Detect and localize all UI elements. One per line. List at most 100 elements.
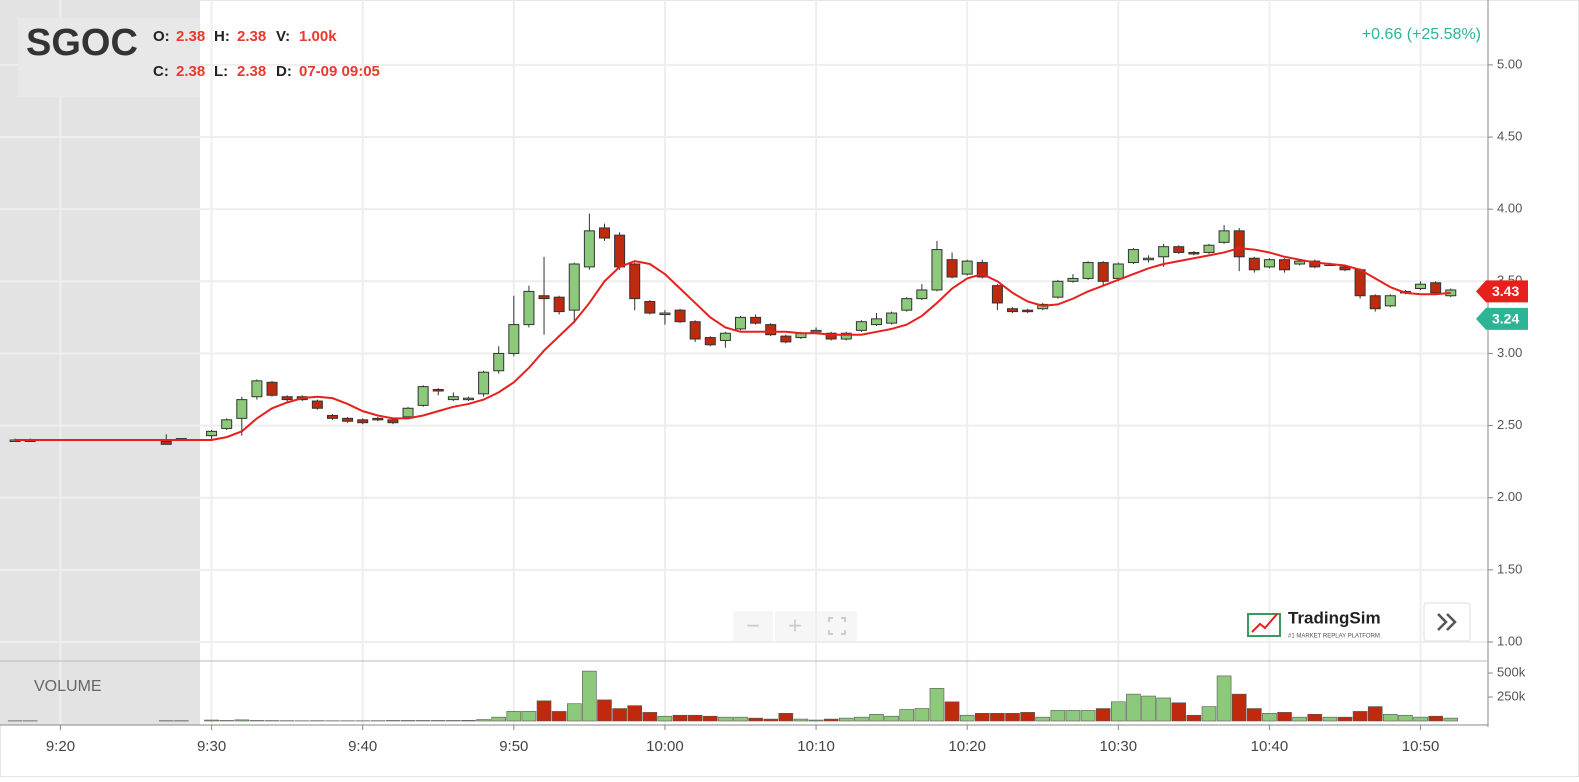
x-tick-label: 10:00	[646, 738, 684, 755]
volume-bar	[673, 715, 687, 721]
candle-body	[539, 296, 549, 299]
volume-bar	[990, 713, 1004, 721]
candle-body	[1083, 263, 1093, 279]
volume-bar	[764, 719, 778, 721]
volume-bar	[1172, 703, 1186, 721]
price-label: 3.43	[1492, 283, 1519, 299]
volume-bar	[1414, 717, 1428, 721]
y-tick-label: 2.00	[1497, 489, 1522, 504]
volume-bar	[1338, 717, 1352, 721]
volume-bar	[900, 709, 914, 721]
candle-body	[1189, 252, 1199, 254]
volume-bar	[597, 700, 611, 721]
candle-body	[645, 302, 655, 314]
x-tick-label: 9:30	[197, 738, 226, 755]
candle-body	[1234, 231, 1244, 257]
candle-body	[630, 264, 640, 299]
volume-bar	[1398, 715, 1412, 721]
candle-body	[705, 338, 715, 345]
volume-bar	[1111, 702, 1125, 721]
candle-body	[1144, 258, 1154, 260]
volume-bar	[507, 711, 521, 721]
candle-body	[902, 299, 912, 311]
candle-body	[992, 286, 1002, 303]
candle-body	[1249, 258, 1259, 270]
y-tick-label: 1.00	[1497, 633, 1522, 648]
volume-bar	[567, 704, 581, 721]
volume-bar	[915, 709, 929, 721]
candle-body	[554, 297, 564, 311]
candle-body	[856, 322, 866, 331]
volume-bar	[582, 671, 596, 721]
volume-bar	[235, 720, 249, 721]
candle-body	[433, 390, 443, 392]
c-value: 2.38	[176, 63, 205, 80]
logo-name: TradingSim	[1288, 608, 1381, 627]
candle-body	[917, 290, 927, 299]
volume-bar	[1353, 711, 1367, 721]
volume-bar	[461, 720, 475, 721]
y-tick-label: 4.00	[1497, 201, 1522, 216]
volume-bar	[1308, 714, 1322, 721]
candle-body	[1264, 260, 1274, 267]
volume-bar	[1142, 696, 1156, 721]
v-label: V:	[276, 28, 290, 45]
l-label: L:	[214, 63, 228, 80]
candle-body	[1431, 283, 1441, 293]
volume-bar	[809, 720, 823, 721]
volume-bar	[205, 720, 219, 721]
volume-bar	[1036, 717, 1050, 721]
candle-body	[494, 353, 504, 370]
volume-bar	[945, 702, 959, 721]
volume-bar	[960, 715, 974, 721]
volume-bar	[1187, 715, 1201, 721]
volume-bar	[1247, 709, 1261, 721]
volume-bar	[1202, 707, 1216, 721]
zoom-in[interactable]: +	[788, 612, 802, 639]
y-tick-label: 3.00	[1497, 345, 1522, 360]
candle-body	[675, 310, 685, 322]
volume-bar	[854, 717, 868, 721]
volume-bar	[779, 713, 793, 721]
candle-body	[1416, 284, 1426, 288]
volume-bar	[522, 711, 536, 721]
candle-body	[207, 431, 217, 435]
y-tick-label: 4.50	[1497, 128, 1522, 143]
d-label: D:	[276, 63, 292, 80]
c-label: C:	[153, 63, 169, 80]
candle-body	[962, 261, 972, 274]
volume-bar	[718, 717, 732, 721]
volume-bar	[975, 713, 989, 721]
candle-body	[690, 322, 700, 339]
candle-body	[282, 397, 292, 400]
fullscreen-button[interactable]	[817, 611, 857, 641]
y-tick-label: 1.50	[1497, 561, 1522, 576]
volume-bar	[1051, 710, 1065, 721]
candle-body	[358, 420, 368, 423]
candle-body	[1053, 281, 1063, 297]
volume-bar	[1006, 713, 1020, 721]
volume-bar	[1293, 717, 1307, 721]
volume-label: VOLUME	[34, 678, 102, 695]
candle-body	[811, 330, 821, 332]
candle-body	[1113, 264, 1123, 278]
volume-bar	[492, 717, 506, 721]
candle-body	[720, 333, 730, 340]
volume-bar	[1066, 710, 1080, 721]
volume-bar	[703, 716, 717, 721]
candle-body	[267, 382, 277, 395]
candle-body	[1280, 260, 1290, 270]
candle-body	[1219, 231, 1229, 243]
zoom-out[interactable]: −	[746, 612, 760, 639]
volume-tick-label: 250k	[1497, 688, 1526, 703]
volume-bar	[1157, 698, 1171, 721]
symbol: SGOC	[26, 22, 138, 64]
volume-bar	[1021, 712, 1035, 721]
candle-body	[1008, 309, 1018, 312]
o-value: 2.38	[176, 28, 205, 45]
candle-body	[872, 319, 882, 325]
candle-body	[1159, 247, 1169, 257]
volume-bar	[688, 715, 702, 721]
volume-bar	[794, 719, 808, 721]
volume-bar	[552, 711, 566, 721]
